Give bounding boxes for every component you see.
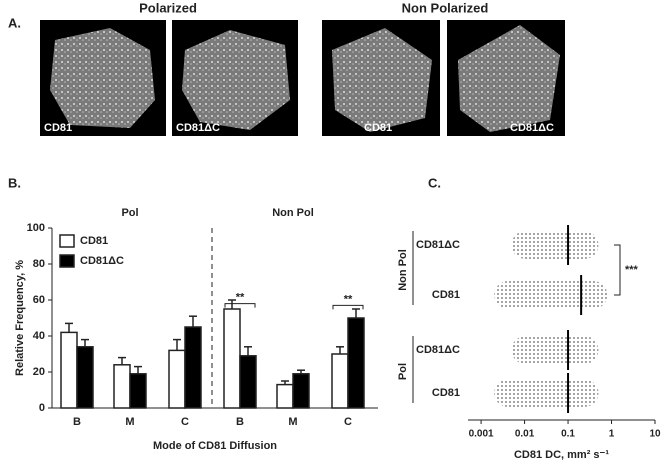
x-tick-label: M: [125, 416, 134, 428]
image-label: CD81ΔC: [510, 122, 554, 134]
bar: [168, 349, 186, 409]
y-tick-label: 40: [33, 330, 45, 342]
bar: [113, 364, 131, 409]
bar: [331, 353, 349, 409]
group-label: Non Pol: [272, 207, 314, 219]
significance-label: ***: [625, 264, 639, 276]
image-label: CD81: [364, 122, 392, 134]
group-label: Pol: [397, 363, 409, 380]
dot-swarm: [494, 281, 608, 309]
dot-swarm: [494, 379, 599, 407]
panel-label: B.: [8, 175, 21, 190]
dot-swarm: [511, 336, 599, 364]
significance-bracket: [332, 304, 364, 310]
y-axis-label: Relative Frequency, %: [14, 260, 26, 376]
micrographs: [40, 20, 565, 136]
bar: [239, 355, 257, 409]
x-axis-label: Mode of CD81 Diffusion: [153, 440, 277, 452]
group-label: Non Pol: [397, 249, 409, 291]
y-tick-label: 100: [27, 222, 45, 234]
significance-label: **: [344, 293, 353, 305]
x-axis-label: CD81 DC, mm² s⁻¹: [514, 449, 609, 461]
x-tick-label: M: [288, 416, 297, 428]
legend-label: CD81: [80, 235, 108, 247]
category-label: CD81ΔC: [416, 239, 460, 251]
x-tick-label: 0.1: [561, 429, 575, 440]
bar: [276, 383, 294, 409]
category-label: CD81: [432, 289, 460, 301]
legend-swatch: [59, 254, 75, 268]
bar: [223, 308, 241, 409]
x-tick-label: B: [73, 416, 81, 428]
y-tick-label: 0: [39, 402, 45, 414]
significance-bracket: [614, 244, 621, 296]
legend-label: CD81ΔC: [80, 255, 124, 267]
group-label: Pol: [121, 207, 138, 219]
category-label: CD81ΔC: [416, 344, 460, 356]
image-label: CD81: [44, 122, 72, 134]
bar: [60, 331, 78, 409]
y-tick-label: 60: [33, 294, 45, 306]
x-tick-label: 10: [649, 429, 661, 440]
legend-swatch: [59, 234, 75, 248]
panel-label: C.: [428, 175, 441, 190]
dot-swarm: [511, 231, 599, 259]
group-title: Non Polarized: [402, 0, 489, 15]
bar: [347, 317, 365, 409]
x-tick-label: 0.001: [469, 429, 494, 440]
bar: [129, 373, 147, 409]
x-tick-label: C: [344, 416, 352, 428]
bar: [292, 373, 310, 409]
significance-bracket: [224, 303, 256, 308]
category-label: CD81: [432, 387, 460, 399]
significance-label: **: [236, 292, 245, 304]
x-tick-label: 1: [609, 429, 615, 440]
bar: [184, 326, 202, 409]
x-tick-label: B: [236, 416, 244, 428]
panel-label: A.: [8, 15, 21, 30]
y-tick-label: 80: [33, 258, 45, 270]
bar: [76, 346, 94, 409]
x-tick-label: C: [181, 416, 189, 428]
image-label: CD81ΔC: [176, 122, 220, 134]
group-title: Polarized: [139, 0, 197, 15]
y-tick-label: 20: [33, 366, 45, 378]
x-tick-label: 0.01: [515, 429, 535, 440]
